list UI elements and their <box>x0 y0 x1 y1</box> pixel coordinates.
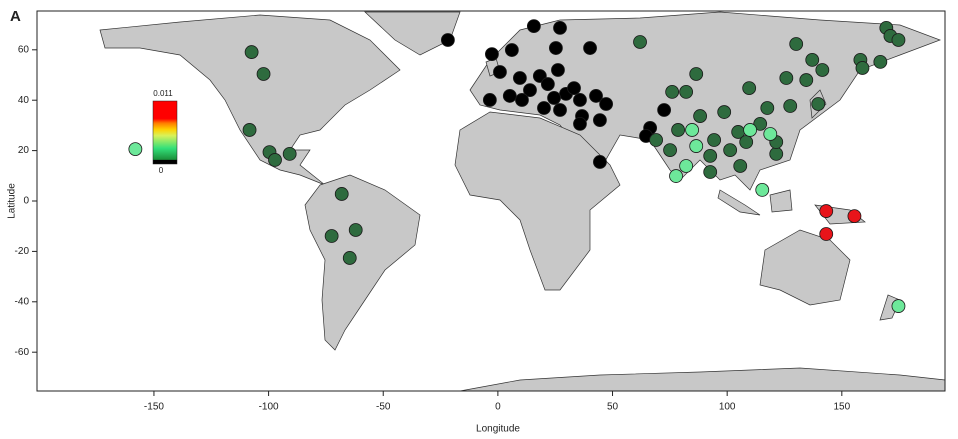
x-tick-label: 50 <box>607 402 619 413</box>
point <box>649 133 663 147</box>
x-tick-label: 100 <box>719 402 736 413</box>
point <box>679 84 694 99</box>
point <box>891 299 906 313</box>
point <box>583 41 597 55</box>
point <box>739 135 754 149</box>
x-tick-label: -150 <box>144 402 164 413</box>
y-axis-label: Latitude <box>7 183 18 219</box>
point <box>540 77 555 91</box>
point <box>760 101 775 115</box>
point <box>689 139 704 153</box>
point <box>679 159 694 173</box>
y-tick-label: 0 <box>23 196 29 207</box>
point <box>742 81 757 96</box>
point <box>811 97 826 111</box>
point <box>755 183 770 197</box>
point <box>633 35 647 49</box>
point <box>783 99 798 113</box>
y-tick-label: 40 <box>18 95 30 106</box>
point <box>847 209 862 224</box>
point <box>671 123 686 137</box>
point <box>685 123 699 137</box>
point <box>779 71 794 85</box>
y-tick-label: -20 <box>15 246 30 257</box>
point <box>493 65 507 79</box>
point <box>242 123 257 137</box>
point <box>723 143 738 157</box>
world-map <box>99 11 946 392</box>
point <box>440 33 455 47</box>
point <box>268 153 282 167</box>
colorbar-max-label: 0.011 <box>153 89 173 98</box>
point <box>703 148 718 163</box>
point <box>589 89 603 103</box>
point <box>515 93 529 107</box>
point <box>805 52 820 67</box>
point <box>128 142 143 156</box>
x-tick-label: -100 <box>259 402 279 413</box>
point <box>551 63 565 77</box>
point <box>334 187 349 201</box>
point <box>502 89 517 103</box>
point <box>717 105 732 119</box>
point <box>689 67 704 81</box>
colorbar <box>152 100 178 165</box>
x-tick-label: -50 <box>376 402 391 413</box>
point <box>593 155 607 169</box>
point <box>799 73 814 87</box>
point <box>526 19 541 34</box>
x-tick-label: 0 <box>495 402 501 413</box>
y-tick-label: 20 <box>18 145 30 156</box>
point <box>553 20 567 35</box>
point <box>523 83 537 98</box>
colorbar-min-label: 0 <box>159 166 164 175</box>
point <box>512 71 527 85</box>
point <box>573 93 587 107</box>
point <box>815 63 830 77</box>
y-tick-label: -40 <box>15 296 30 307</box>
x-tick-label: 150 <box>833 402 850 413</box>
point <box>819 204 834 218</box>
point <box>324 229 339 243</box>
point <box>733 159 748 173</box>
point <box>553 103 567 117</box>
point <box>599 97 614 111</box>
point <box>256 67 271 81</box>
point <box>665 84 680 99</box>
point <box>593 113 607 128</box>
point <box>573 116 587 131</box>
point <box>282 146 297 161</box>
point <box>485 47 499 61</box>
point <box>855 61 870 75</box>
point <box>482 93 497 107</box>
point <box>537 101 551 115</box>
point <box>567 81 581 96</box>
point <box>504 43 519 57</box>
point <box>789 37 804 51</box>
panel-label: A <box>10 8 21 25</box>
point <box>743 123 758 137</box>
point <box>657 103 672 117</box>
point <box>547 91 561 105</box>
point <box>703 165 718 179</box>
point <box>891 33 906 47</box>
point <box>873 55 888 69</box>
y-tick-label: 60 <box>18 44 30 55</box>
point <box>763 127 778 141</box>
point <box>548 41 563 55</box>
point <box>669 169 683 183</box>
x-axis-label: Longitude <box>476 424 520 435</box>
point <box>753 116 768 131</box>
point <box>348 223 363 237</box>
point <box>819 227 834 241</box>
point <box>244 45 259 59</box>
point <box>769 146 784 161</box>
point <box>342 251 357 265</box>
point <box>693 109 708 123</box>
point <box>663 143 677 157</box>
point <box>707 133 722 147</box>
y-tick-label: -60 <box>15 347 30 358</box>
